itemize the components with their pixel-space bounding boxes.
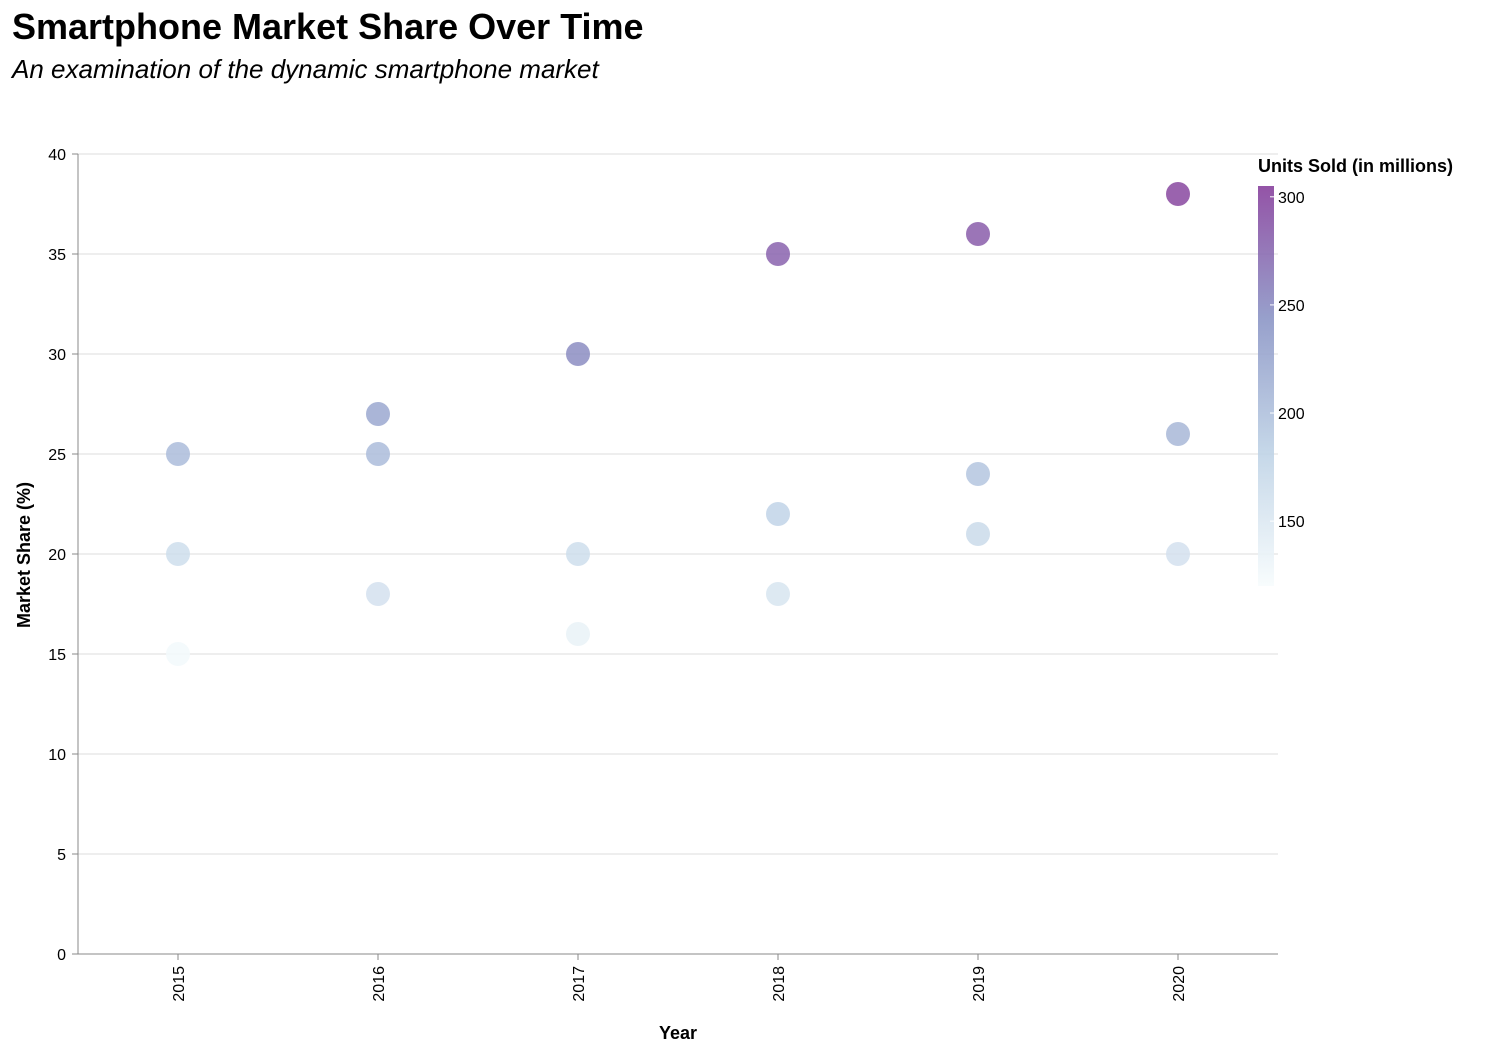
data-point [566, 542, 590, 566]
data-point [766, 582, 790, 606]
data-point [566, 622, 590, 646]
x-tick-label: 2019 [971, 966, 988, 1002]
data-point [366, 582, 390, 606]
legend-tick-label: 200 [1278, 406, 1305, 423]
points-layer [166, 182, 1190, 666]
grid-layer [78, 153, 1278, 855]
y-tick-label: 0 [57, 947, 66, 964]
y-axis-title: Market Share (%) [14, 482, 34, 628]
color-legend: 150 200 250 300 [1258, 186, 1305, 586]
legend-tick-label: 250 [1278, 298, 1305, 315]
data-point [166, 442, 190, 466]
x-axis-title: Year [659, 1023, 697, 1043]
data-point [166, 542, 190, 566]
data-point [1166, 182, 1190, 206]
data-point [366, 402, 390, 426]
y-tick-label: 5 [57, 847, 66, 864]
x-tick-label: 2017 [571, 966, 588, 1002]
legend-gradient-bar [1258, 186, 1274, 586]
y-tick-label: 40 [48, 147, 66, 164]
data-point [766, 502, 790, 526]
data-point [766, 242, 790, 266]
data-point [966, 222, 990, 246]
data-point [966, 522, 990, 546]
chart-subtitle: An examination of the dynamic smartphone… [12, 54, 599, 84]
data-point [966, 462, 990, 486]
y-tick-label: 30 [48, 347, 66, 364]
x-tick-label: 2016 [371, 966, 388, 1002]
y-tick-label: 15 [48, 647, 66, 664]
chart-title: Smartphone Market Share Over Time [12, 6, 644, 47]
data-point [1166, 422, 1190, 446]
legend-tick-label: 150 [1278, 514, 1305, 531]
y-tick-label: 20 [48, 547, 66, 564]
y-tick-label: 35 [48, 247, 66, 264]
data-point [166, 642, 190, 666]
x-tick-label: 2018 [771, 966, 788, 1002]
legend-tick-label: 300 [1278, 190, 1305, 207]
axis-layer: 0 5 10 15 20 25 30 35 40 2015 2016 2017 2018 2019 2020 [48, 147, 1278, 1002]
y-tick-label: 10 [48, 747, 66, 764]
y-tick-label: 25 [48, 447, 66, 464]
legend-title: Units Sold (in millions) [1258, 156, 1453, 176]
data-point [1166, 542, 1190, 566]
data-point [366, 442, 390, 466]
data-point [566, 342, 590, 366]
x-tick-label: 2020 [1171, 966, 1188, 1002]
x-tick-label: 2015 [171, 966, 188, 1002]
